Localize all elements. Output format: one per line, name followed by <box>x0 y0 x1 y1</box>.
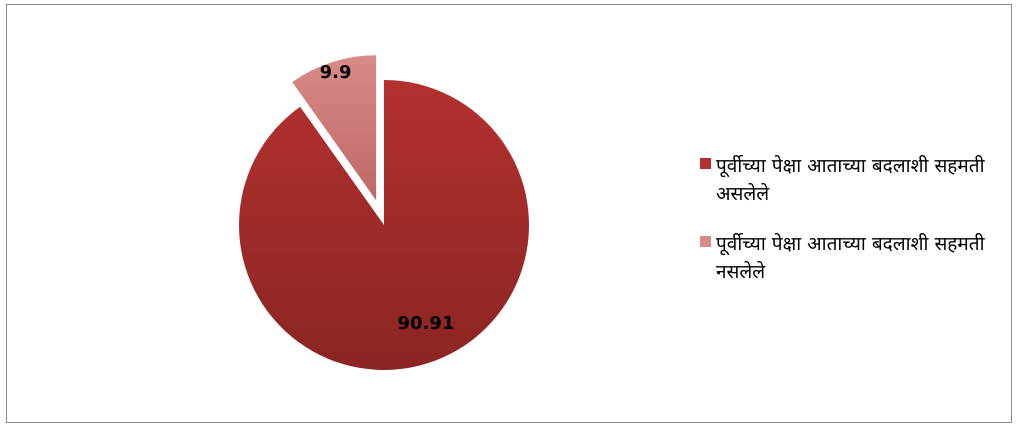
legend-label-agree: पूर्वीच्या पेक्षा आताच्या बदलाशी सहमती अ… <box>716 155 985 205</box>
legend-item-disagree: पूर्वीच्या पेक्षा आताच्या बदलाशी सहमती न… <box>700 230 1000 286</box>
legend: पूर्वीच्या पेक्षा आताच्या बदलाशी सहमती अ… <box>700 152 1000 308</box>
data-label-agree: 90.91 <box>398 313 455 334</box>
data-label-disagree: 9.9 <box>320 62 352 83</box>
legend-item-agree: पूर्वीच्या पेक्षा आताच्या बदलाशी सहमती अ… <box>700 152 1000 208</box>
pie-slice-agree <box>238 80 529 370</box>
legend-swatch-disagree <box>700 236 711 247</box>
legend-swatch-agree <box>700 158 711 169</box>
pie-data-labels: 90.91 9.9 <box>320 62 455 334</box>
pie-slice-disagree <box>292 55 377 201</box>
legend-label-disagree: पूर्वीच्या पेक्षा आताच्या बदलाशी सहमती न… <box>716 233 985 283</box>
pie-slices <box>238 55 529 370</box>
